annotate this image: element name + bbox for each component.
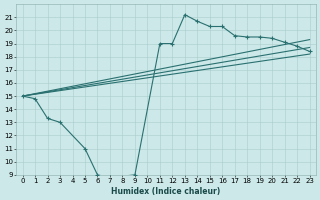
X-axis label: Humidex (Indice chaleur): Humidex (Indice chaleur) [111, 187, 221, 196]
